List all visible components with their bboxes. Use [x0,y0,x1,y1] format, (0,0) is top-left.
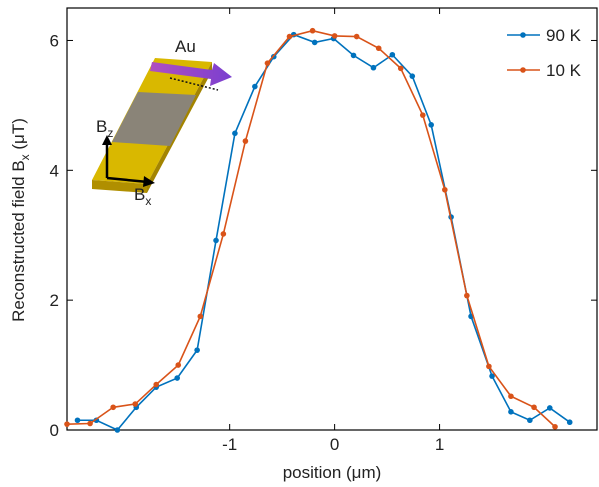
data-point [419,112,426,118]
data-point [220,231,227,237]
data-point [87,420,93,427]
data-point [74,417,81,424]
data-point [389,51,396,58]
data-point [194,347,200,353]
x-tick-label: 0 [330,435,339,454]
label-unit: (μT) [9,118,28,154]
data-point [232,130,238,137]
data-point [464,292,470,299]
legend-marker [520,67,526,73]
data-point [174,375,180,381]
data-point [175,362,182,368]
data-point [370,64,377,71]
data-point [64,421,70,427]
inset-label: Bz [96,117,113,140]
x-axis-label: position (μm) [283,463,382,482]
data-point [153,381,160,388]
legend-marker [520,32,526,38]
data-point [527,417,533,424]
data-point [552,423,558,430]
data-point [375,45,382,52]
plot-frame [66,7,598,431]
data-point [350,52,357,59]
y-tick-label: 0 [50,421,59,440]
data-point [197,313,204,320]
data-point [353,33,360,40]
data-point [397,65,404,72]
data-point [428,122,434,128]
data-point [213,237,219,244]
data-point [309,27,316,34]
label-sub: z [107,126,113,140]
data-point [311,39,318,46]
label-base: B [96,117,107,136]
data-point [286,33,293,40]
inset-label: Bx [134,185,151,208]
legend-label: 10 K [546,61,582,80]
y-axis-label: Reconstructed field Bx (μT) [9,118,32,322]
data-point [110,404,116,411]
data-point [531,404,537,411]
label-sub: x [145,194,151,208]
data-point [132,401,139,407]
data-point [566,419,573,426]
inset-label: Au [175,37,196,56]
data-point [114,427,121,433]
data-point [252,83,258,90]
data-point [242,138,249,144]
data-point [486,363,492,370]
data-point [331,33,338,39]
data-point [442,186,448,193]
legend-label: 90 K [546,26,582,45]
data-point [409,73,416,79]
inset-illustration: Au Bz Bx [92,37,232,208]
x-tick-label: 1 [435,435,444,454]
data-point [546,405,553,411]
y-tick-label: 2 [50,291,59,310]
data-point [264,60,271,66]
label-sub: x [18,154,32,160]
data-point [489,373,495,379]
y-tick-label: 4 [50,161,59,180]
data-point [508,393,514,400]
label-base: Reconstructed field B [9,160,28,322]
y-tick-label: 6 [50,31,59,50]
x-tick-label: -1 [222,435,237,454]
label-base: B [134,185,145,204]
data-point [508,409,514,415]
